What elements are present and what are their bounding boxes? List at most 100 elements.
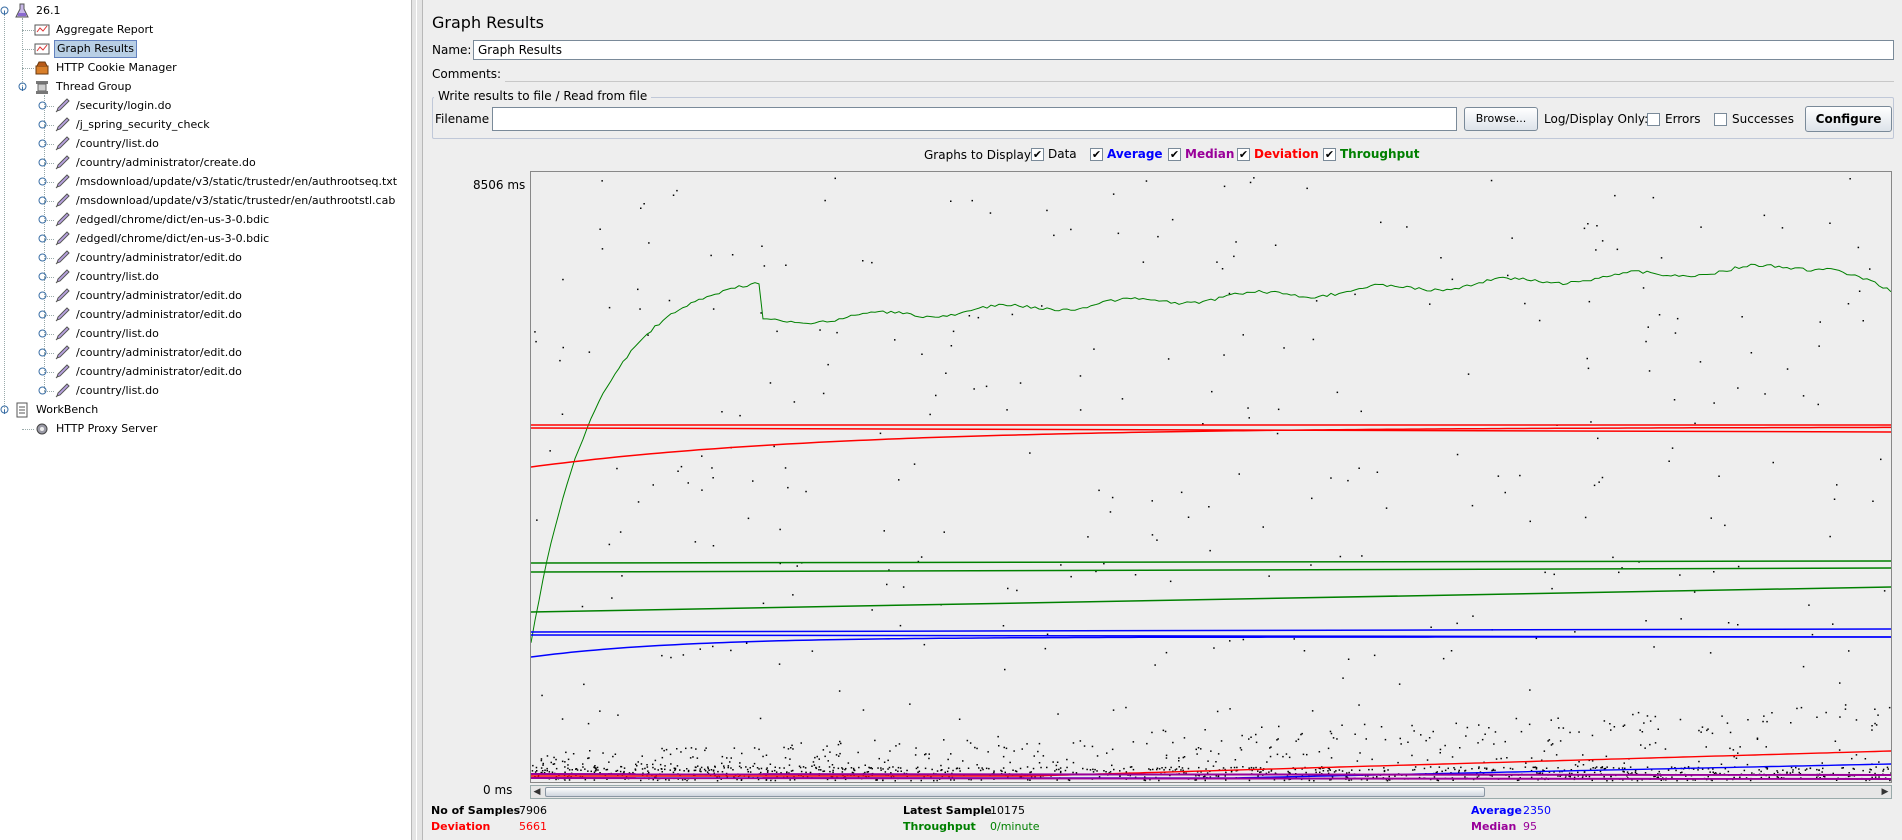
data-point xyxy=(1839,682,1841,684)
data-point xyxy=(930,776,932,778)
scroll-right-icon[interactable]: ▶ xyxy=(1881,787,1889,797)
expand-toggle-icon[interactable] xyxy=(38,291,47,300)
expand-toggle-icon[interactable] xyxy=(38,215,47,224)
expand-toggle-icon[interactable] xyxy=(38,101,47,110)
data-point xyxy=(1844,708,1847,710)
data-point xyxy=(788,764,791,766)
data-point xyxy=(1112,709,1115,711)
expand-toggle-icon[interactable] xyxy=(0,6,9,15)
data-point xyxy=(682,654,685,656)
throughput-line xyxy=(531,567,1891,573)
data-point xyxy=(1200,748,1202,750)
browse-button[interactable]: Browse... xyxy=(1464,107,1538,131)
data-point xyxy=(1363,723,1366,726)
expand-toggle-icon[interactable] xyxy=(38,139,47,148)
expand-toggle-icon[interactable] xyxy=(38,329,47,338)
data-point xyxy=(652,766,654,769)
data-point xyxy=(774,766,776,768)
expand-toggle-icon[interactable] xyxy=(38,272,47,281)
graph-option-checkbox[interactable]: ✔ xyxy=(1031,148,1044,161)
data-point xyxy=(1821,762,1823,764)
data-point xyxy=(1171,218,1174,221)
average-label: Average xyxy=(1471,804,1522,817)
expand-toggle-icon[interactable] xyxy=(38,120,47,129)
data-point xyxy=(1816,716,1818,718)
data-point xyxy=(1103,562,1105,565)
data-point xyxy=(1026,766,1029,768)
data-point xyxy=(1002,767,1005,769)
data-point xyxy=(1070,575,1072,578)
data-point xyxy=(608,306,611,309)
expand-toggle-icon[interactable] xyxy=(18,82,27,91)
expand-toggle-icon[interactable] xyxy=(38,348,47,357)
data-point xyxy=(694,541,697,543)
data-point xyxy=(684,778,686,781)
data-point xyxy=(1864,758,1867,760)
configure-button[interactable]: Configure xyxy=(1805,106,1892,132)
data-point xyxy=(1550,719,1552,721)
data-point xyxy=(1204,775,1206,778)
data-point xyxy=(1312,338,1315,341)
data-point xyxy=(906,769,908,772)
data-point xyxy=(767,769,769,772)
data-point xyxy=(700,770,702,773)
data-point xyxy=(1626,775,1628,777)
data-point xyxy=(661,654,663,657)
data-point xyxy=(661,747,663,750)
expand-toggle-icon[interactable] xyxy=(38,310,47,319)
data-point xyxy=(1054,770,1056,772)
filename-input[interactable] xyxy=(492,107,1457,131)
data-point xyxy=(1444,769,1447,772)
data-point xyxy=(710,254,712,257)
name-field[interactable]: Graph Results xyxy=(473,40,1894,60)
expand-toggle-icon[interactable] xyxy=(38,177,47,186)
graph-option-checkbox[interactable]: ✔ xyxy=(1237,148,1250,161)
data-point xyxy=(1811,633,1814,636)
data-point xyxy=(1327,747,1330,750)
expand-toggle-icon[interactable] xyxy=(38,158,47,167)
data-point xyxy=(980,779,983,781)
errors-checkbox[interactable] xyxy=(1647,113,1660,126)
data-point xyxy=(1557,767,1559,769)
graph-option-checkbox[interactable]: ✔ xyxy=(1168,148,1181,161)
data-point xyxy=(1632,713,1634,716)
graph-option-checkbox[interactable]: ✔ xyxy=(1323,148,1336,161)
graph-option-checkbox[interactable]: ✔ xyxy=(1090,148,1103,161)
expand-toggle-icon[interactable] xyxy=(38,386,47,395)
data-point xyxy=(1874,776,1877,778)
data-point xyxy=(540,771,542,774)
split-pane-divider[interactable] xyxy=(411,0,423,840)
data-point xyxy=(1003,746,1005,749)
data-point xyxy=(1494,769,1496,772)
data-point xyxy=(1439,748,1442,751)
data-point xyxy=(1262,769,1264,772)
expand-toggle-icon[interactable] xyxy=(0,405,9,414)
data-point xyxy=(741,752,743,755)
data-point xyxy=(1209,549,1211,552)
expand-toggle-icon[interactable] xyxy=(38,196,47,205)
expand-toggle-icon[interactable] xyxy=(38,367,47,376)
data-point xyxy=(1156,768,1158,771)
data-point xyxy=(1764,393,1766,395)
comments-field[interactable] xyxy=(505,81,1894,82)
data-point xyxy=(783,767,785,769)
data-point xyxy=(663,749,665,752)
graph-horizontal-scrollbar[interactable]: ◀ ▶ xyxy=(530,785,1892,799)
data-point xyxy=(652,778,654,781)
data-point xyxy=(1348,779,1350,782)
data-point xyxy=(1418,776,1421,779)
scroll-left-icon[interactable]: ◀ xyxy=(533,787,541,797)
data-point xyxy=(1248,779,1251,782)
data-point xyxy=(1253,177,1255,179)
data-point xyxy=(1584,516,1587,519)
data-point xyxy=(1634,771,1637,774)
expand-toggle-icon[interactable] xyxy=(38,253,47,262)
scrollbar-thumb[interactable] xyxy=(545,787,1485,797)
successes-checkbox[interactable] xyxy=(1714,113,1727,126)
data-point xyxy=(1777,776,1779,779)
expand-toggle-icon[interactable] xyxy=(38,234,47,243)
data-point xyxy=(1016,589,1018,592)
data-point xyxy=(822,749,825,751)
test-plan-tree[interactable]: 26.1 Aggregate Report Graph Results HTTP… xyxy=(0,0,411,840)
data-point xyxy=(950,753,952,755)
